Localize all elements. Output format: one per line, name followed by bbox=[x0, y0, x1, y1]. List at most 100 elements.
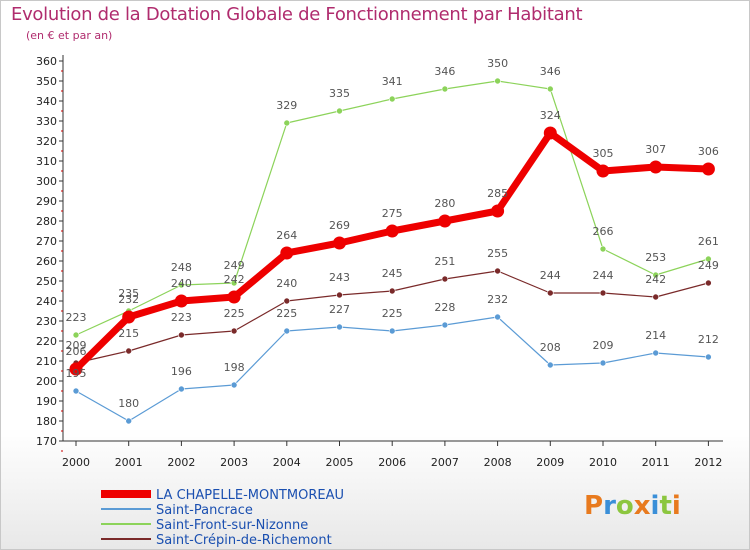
data-point bbox=[441, 275, 449, 283]
data-label: 225 bbox=[224, 307, 245, 320]
data-label: 244 bbox=[540, 269, 561, 282]
legend-label: Saint-Pancrace bbox=[156, 503, 253, 518]
data-point bbox=[543, 126, 557, 140]
data-label: 225 bbox=[382, 307, 403, 320]
data-point bbox=[701, 162, 715, 176]
data-point bbox=[599, 245, 607, 253]
data-label: 248 bbox=[171, 261, 192, 274]
data-label: 232 bbox=[118, 293, 139, 306]
data-point bbox=[178, 281, 185, 289]
data-label: 251 bbox=[434, 255, 455, 268]
data-point bbox=[705, 279, 712, 287]
data-label: 198 bbox=[224, 361, 245, 374]
data-label: 243 bbox=[329, 271, 350, 284]
data-point bbox=[280, 246, 294, 260]
data-point bbox=[227, 290, 241, 304]
y-tick-label: 250 bbox=[36, 275, 57, 288]
data-label: 324 bbox=[540, 109, 561, 122]
data-label: 249 bbox=[224, 259, 245, 272]
data-point bbox=[385, 224, 399, 238]
data-label: 215 bbox=[118, 327, 139, 340]
x-tick-label: 2007 bbox=[431, 456, 459, 469]
data-label: 195 bbox=[66, 367, 87, 380]
logo-letter: r bbox=[603, 491, 616, 521]
data-label: 264 bbox=[276, 229, 297, 242]
data-label: 206 bbox=[66, 345, 87, 358]
data-label: 242 bbox=[224, 273, 245, 286]
data-label: 269 bbox=[329, 219, 350, 232]
data-label: 235 bbox=[118, 287, 139, 300]
data-point bbox=[705, 255, 712, 263]
data-label: 253 bbox=[645, 251, 666, 264]
y-tick-label: 310 bbox=[36, 155, 57, 168]
y-tick-label: 190 bbox=[36, 395, 57, 408]
data-label: 240 bbox=[171, 277, 192, 290]
data-label: 249 bbox=[698, 259, 719, 272]
data-label: 209 bbox=[593, 339, 614, 352]
data-point bbox=[125, 347, 132, 355]
logo-letter: i bbox=[671, 491, 681, 521]
data-point bbox=[652, 293, 660, 301]
x-tick-label: 2003 bbox=[220, 456, 248, 469]
data-point bbox=[72, 387, 80, 395]
y-tick-label: 180 bbox=[36, 415, 57, 428]
proxiti-logo: Proxiti bbox=[584, 491, 681, 521]
data-point bbox=[230, 381, 238, 389]
y-tick-label: 360 bbox=[36, 55, 57, 68]
x-tick-label: 2011 bbox=[642, 456, 670, 469]
data-point bbox=[599, 289, 607, 297]
data-point bbox=[333, 236, 346, 250]
logo-letter: i bbox=[650, 491, 660, 521]
y-tick-label: 240 bbox=[36, 295, 57, 308]
data-label: 225 bbox=[276, 307, 297, 320]
data-label: 244 bbox=[593, 269, 614, 282]
x-tick-label: 2001 bbox=[115, 456, 143, 469]
data-label: 350 bbox=[487, 57, 508, 70]
data-point bbox=[649, 160, 663, 174]
data-label: 223 bbox=[171, 311, 192, 324]
x-tick-label: 2009 bbox=[536, 456, 564, 469]
data-label: 261 bbox=[698, 235, 719, 248]
data-label: 223 bbox=[66, 311, 87, 324]
data-point bbox=[336, 107, 343, 115]
logo-letter: P bbox=[584, 491, 604, 521]
data-point bbox=[336, 323, 343, 331]
data-point bbox=[491, 204, 505, 218]
data-point bbox=[441, 321, 449, 329]
data-label: 329 bbox=[276, 99, 297, 112]
data-label: 285 bbox=[487, 187, 508, 200]
y-tick-label: 350 bbox=[36, 75, 57, 88]
y-tick-label: 300 bbox=[36, 175, 57, 188]
data-label: 307 bbox=[645, 143, 666, 156]
data-point bbox=[283, 119, 291, 127]
y-tick-label: 320 bbox=[36, 135, 57, 148]
y-tick-label: 280 bbox=[36, 215, 57, 228]
data-point bbox=[652, 349, 660, 357]
y-tick-label: 340 bbox=[36, 95, 57, 108]
data-point bbox=[283, 327, 291, 335]
data-point bbox=[69, 362, 83, 376]
data-label: 346 bbox=[540, 65, 561, 78]
data-point bbox=[705, 353, 712, 361]
x-tick-label: 2012 bbox=[694, 456, 722, 469]
data-label: 180 bbox=[118, 397, 139, 410]
data-point bbox=[388, 287, 396, 295]
data-label: 228 bbox=[434, 301, 455, 314]
data-label: 306 bbox=[698, 145, 719, 158]
x-tick-label: 2010 bbox=[589, 456, 617, 469]
y-tick-label: 230 bbox=[36, 315, 57, 328]
data-label: 240 bbox=[276, 277, 297, 290]
data-label: 335 bbox=[329, 87, 350, 100]
data-label: 266 bbox=[593, 225, 614, 238]
data-label: 209 bbox=[66, 339, 87, 352]
x-tick-label: 2004 bbox=[273, 456, 301, 469]
data-label: 232 bbox=[487, 293, 508, 306]
data-label: 346 bbox=[434, 65, 455, 78]
data-label: 214 bbox=[645, 329, 666, 342]
data-point bbox=[494, 77, 501, 85]
x-tick-label: 2002 bbox=[167, 456, 195, 469]
legend-label: LA CHAPELLE-MONTMOREAU bbox=[156, 488, 344, 503]
logo-letter: o bbox=[615, 491, 634, 521]
